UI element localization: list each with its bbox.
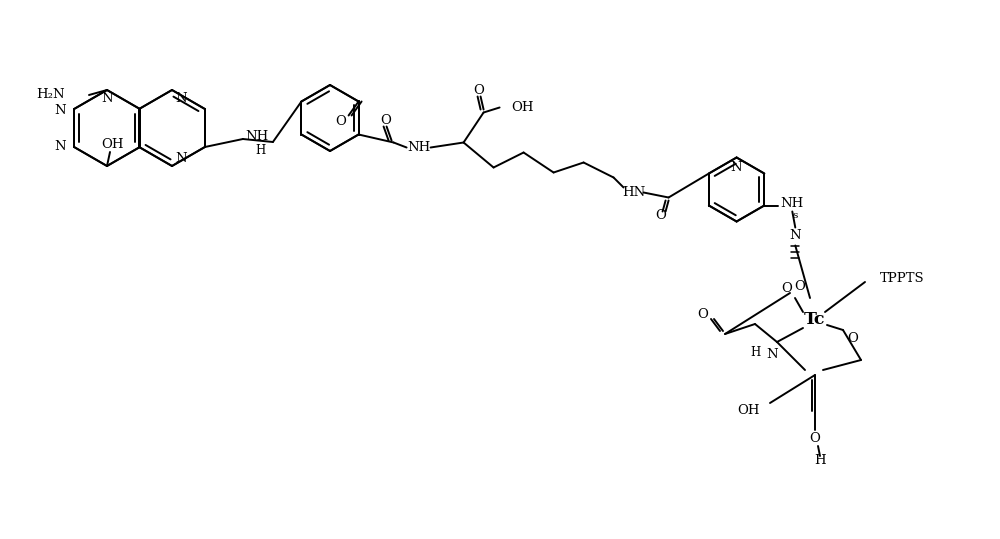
Text: NH: NH — [781, 197, 804, 210]
Text: s: s — [793, 211, 798, 220]
Text: OH: OH — [101, 137, 123, 150]
Text: H: H — [814, 453, 826, 466]
Text: N: N — [54, 105, 66, 118]
Text: N: N — [175, 151, 187, 164]
Text: O: O — [810, 432, 820, 445]
Text: OH: OH — [737, 404, 759, 418]
Text: N: N — [101, 92, 113, 105]
Text: O: O — [473, 84, 484, 97]
Text: NH: NH — [245, 130, 269, 143]
Text: O: O — [655, 209, 666, 222]
Text: O: O — [380, 114, 391, 127]
Text: H₂N: H₂N — [36, 88, 65, 101]
Text: OH: OH — [512, 101, 534, 114]
Text: N: N — [175, 92, 187, 105]
Text: O: O — [795, 280, 805, 293]
Text: NH: NH — [407, 141, 430, 154]
Text: HN: HN — [622, 186, 645, 199]
Text: O: O — [848, 331, 858, 344]
Text: O: O — [698, 308, 708, 321]
Text: N: N — [766, 348, 778, 361]
Text: N: N — [731, 161, 742, 174]
Text: H: H — [256, 144, 266, 157]
Text: N: N — [789, 229, 801, 242]
Text: O: O — [335, 115, 346, 128]
Text: N: N — [54, 141, 66, 154]
Text: TPPTS: TPPTS — [880, 272, 925, 285]
Text: Tc: Tc — [804, 312, 826, 328]
Text: O: O — [782, 281, 792, 294]
Text: H: H — [750, 345, 760, 358]
